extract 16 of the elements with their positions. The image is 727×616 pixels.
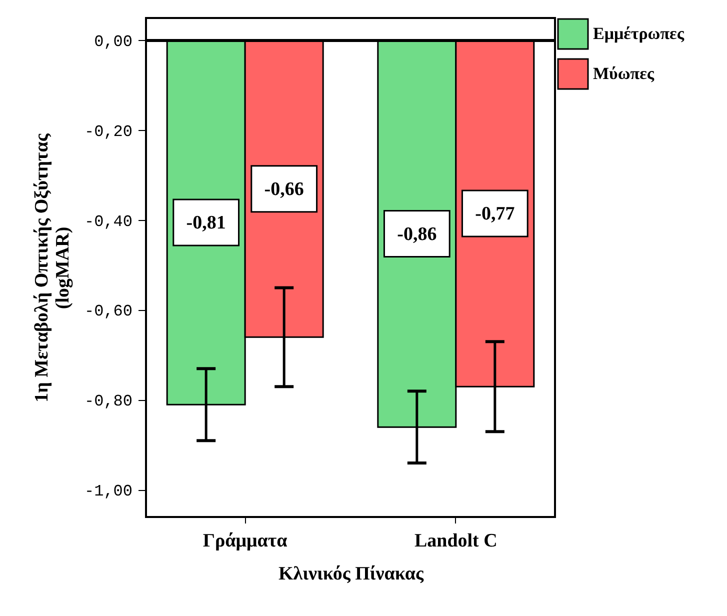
- y-tick-label: -0,80: [84, 392, 132, 411]
- y-tick-label: -0,20: [84, 122, 132, 141]
- x-tick-label: Landolt C: [414, 530, 498, 552]
- y-tick-label: -0,40: [84, 212, 132, 231]
- data-label: -0,66: [264, 178, 304, 200]
- y-tick-label: 0,00: [94, 32, 132, 51]
- data-label: -0,81: [186, 212, 226, 234]
- y-tick-label: -0,60: [84, 302, 132, 321]
- x-tick-label: Γράμματα: [202, 530, 288, 552]
- data-label: -0,77: [475, 204, 516, 225]
- y-tick-label: -1,00: [84, 482, 132, 501]
- x-axis-title: Κλινικός Πίνακας: [278, 564, 424, 584]
- y-axis-title: 1η Μεταβολή Οπτικής Οξύτητας (logMAR): [31, 132, 74, 402]
- data-label: -0,86: [397, 224, 437, 245]
- legend-label: Εμμέτρωπες: [593, 24, 685, 43]
- legend-label: Μύωπες: [593, 64, 655, 83]
